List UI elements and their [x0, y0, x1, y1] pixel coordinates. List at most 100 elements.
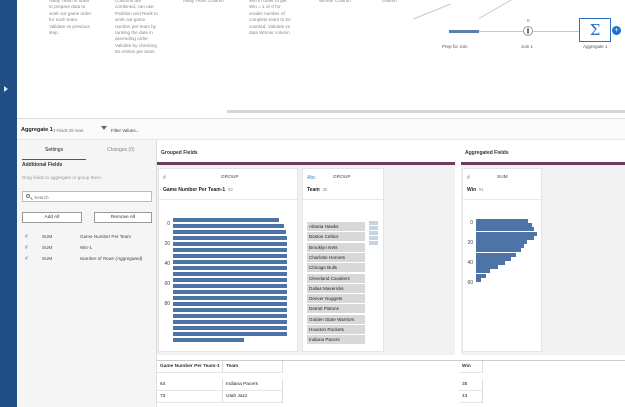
histogram-bar[interactable]: [173, 254, 287, 258]
data-grid-aggregated[interactable]: Win 35 43: [455, 360, 625, 407]
histogram-bar[interactable]: [173, 236, 287, 240]
win-field-card[interactable]: # SUM Win 61 0 20 40 60: [462, 168, 542, 352]
histogram-bar[interactable]: [173, 308, 287, 312]
histogram-bar[interactable]: [476, 265, 498, 270]
remove-all-button[interactable]: Remove All: [94, 212, 152, 223]
histogram-bar[interactable]: [476, 248, 521, 253]
histogram-bar[interactable]: [173, 260, 287, 264]
flow-canvas[interactable]: Away Team in order to prepare data to wo…: [17, 0, 625, 113]
grid-header-win[interactable]: Win: [459, 361, 483, 373]
grid-cell[interactable]: 35: [459, 379, 483, 391]
team-value-item[interactable]: Cleveland Cavaliers: [307, 273, 365, 283]
annotation-note: Win in order to get Win = 1 or 0 for ena…: [249, 0, 291, 36]
settings-tabs: Settings Changes (0): [17, 145, 157, 160]
grid-cell[interactable]: 73: [157, 391, 223, 403]
histogram-bar[interactable]: [476, 240, 527, 244]
histogram-bar[interactable]: [173, 320, 287, 324]
histogram-bar[interactable]: [476, 219, 528, 223]
field-search[interactable]: [22, 191, 152, 202]
filter-values-button[interactable]: Filter Values...: [111, 127, 140, 133]
histogram-bar[interactable]: [476, 277, 481, 282]
histogram-bar[interactable]: [173, 248, 287, 252]
histogram-bar[interactable]: [476, 261, 505, 265]
histogram-bar[interactable]: [173, 272, 287, 276]
team-mini-bar: [369, 221, 378, 225]
team-value-item[interactable]: Dallas Mavericks: [307, 283, 365, 293]
aggregated-fields-accent: [461, 162, 625, 165]
grid-header-team[interactable]: Team: [223, 361, 283, 373]
histogram-bar[interactable]: [173, 302, 287, 306]
search-input[interactable]: [34, 193, 144, 201]
axis-tick-label: 0: [470, 220, 473, 226]
histogram-bar[interactable]: [173, 332, 287, 336]
team-value-item[interactable]: Chicago Bulls: [307, 263, 365, 273]
aggregation-function[interactable]: SUM: [42, 234, 53, 239]
team-value-item[interactable]: Houston Rockets: [307, 325, 365, 334]
join-icon[interactable]: [523, 26, 533, 36]
histogram-bar[interactable]: [476, 269, 490, 274]
team-value-item[interactable]: Brooklyn Nets: [307, 242, 365, 252]
histogram-bar[interactable]: [173, 338, 244, 342]
team-value-item[interactable]: Charlotte Hornets: [307, 252, 365, 262]
histogram-bar[interactable]: [173, 224, 284, 228]
histogram-bar[interactable]: [476, 223, 532, 228]
histogram-bar[interactable]: [173, 284, 287, 288]
histogram-bar[interactable]: [173, 266, 287, 270]
team-mini-bar: [369, 226, 378, 230]
grid-cell[interactable]: 43: [459, 391, 483, 403]
axis-tick-label: 60: [164, 281, 170, 287]
tab-changes[interactable]: Changes (0): [107, 147, 135, 153]
drag-hint: Drag fields to aggregate or group them.: [22, 175, 103, 180]
histogram-bar[interactable]: [476, 256, 511, 261]
histogram-bar[interactable]: [173, 218, 279, 222]
team-value-item[interactable]: Boston Celtics: [307, 232, 365, 242]
histogram-bar[interactable]: [173, 278, 287, 282]
data-grid[interactable]: Game Number Per Team-1 Team 64 Indiana P…: [157, 360, 455, 407]
grid-cell[interactable]: Utah Jazz: [223, 391, 283, 403]
filter-icon[interactable]: [101, 126, 107, 130]
histogram-bar[interactable]: [476, 227, 534, 232]
field-name-text: Win: [467, 187, 477, 193]
histogram-bar[interactable]: [173, 290, 287, 294]
histogram-bar[interactable]: [173, 230, 286, 234]
tab-settings[interactable]: Settings: [45, 147, 64, 153]
annotation-note: Winner Column: [319, 0, 351, 3]
field-name: Game Number Per Team: [80, 234, 131, 239]
histogram-bar[interactable]: [476, 235, 534, 240]
team-value-item[interactable]: Detroit Pistons: [307, 304, 365, 314]
histogram-bar[interactable]: [173, 296, 287, 300]
histogram-bar[interactable]: [476, 231, 537, 236]
number-type-icon: #: [25, 256, 28, 262]
team-value-item[interactable]: Indiana Pacers: [307, 335, 365, 345]
histogram-bar[interactable]: [173, 326, 287, 330]
histogram-bar[interactable]: [476, 244, 524, 249]
settings-panel: Settings Changes (0) Additional Fields D…: [17, 140, 157, 407]
aggregation-function[interactable]: SUM: [42, 245, 53, 250]
canvas-horizontal-scrollbar[interactable]: [227, 110, 625, 113]
game-number-field-card[interactable]: # GROUP Game Number Per Team-1 82 0 20 40 60…: [158, 168, 298, 352]
flow-connector: [533, 31, 579, 32]
prep-for-join-node[interactable]: [449, 30, 479, 33]
team-mini-bar: [369, 241, 378, 245]
grouped-fields-accent: [157, 162, 455, 165]
aggregate-node-label: Aggregate 1: [583, 44, 608, 49]
add-step-plus-icon[interactable]: +: [612, 26, 621, 35]
left-nav-bar: [0, 0, 17, 407]
expand-arrow-icon[interactable]: [4, 86, 8, 92]
histogram-bar[interactable]: [173, 314, 287, 318]
team-value-item[interactable]: Denver Nuggets: [307, 294, 365, 304]
team-value-item[interactable]: Golden State Warriors: [307, 314, 365, 324]
aggregation-function[interactable]: SUM: [42, 256, 53, 261]
team-field-card[interactable]: Abc GROUP Team 30 Atlanta Hawks Boston Cel…: [302, 168, 384, 352]
grid-cell[interactable]: 64: [157, 379, 223, 391]
team-value-item[interactable]: Atlanta Hawks: [307, 222, 365, 231]
aggregate-node[interactable]: Σ: [579, 18, 611, 42]
histogram-bar[interactable]: [476, 252, 516, 257]
grid-header-game-number[interactable]: Game Number Per Team-1: [157, 361, 223, 373]
field-name: Game Number Per Team-1 82: [163, 187, 233, 193]
number-type-icon: #: [25, 245, 28, 251]
grid-cell[interactable]: Indiana Pacers: [223, 379, 283, 391]
add-all-button[interactable]: Add All: [22, 212, 82, 223]
histogram-bar[interactable]: [173, 242, 287, 246]
histogram-bar[interactable]: [476, 273, 486, 278]
